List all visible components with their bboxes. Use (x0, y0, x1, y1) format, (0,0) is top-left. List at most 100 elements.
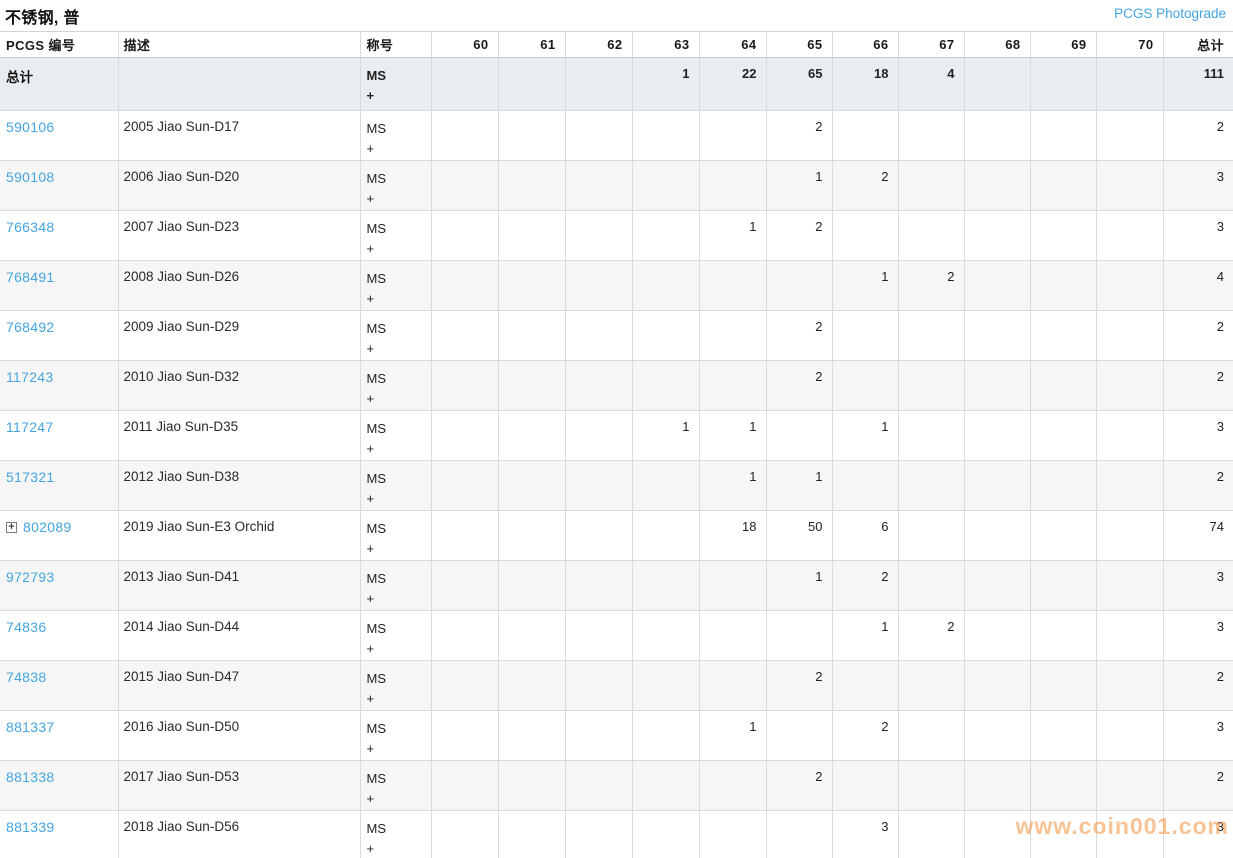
grade-66-cell (831, 210, 898, 261)
pcgs-number-link[interactable]: 117247 (6, 419, 54, 435)
grade-61-cell (497, 610, 565, 661)
pcgs-number-link[interactable]: 590106 (6, 119, 55, 135)
grade-68-cell (963, 560, 1030, 611)
grade-65-cell (765, 810, 832, 858)
grade-61-cell (497, 210, 565, 261)
pcgs-number-link[interactable]: 766348 (6, 219, 55, 235)
table-row: 881339 2018 Jiao Sun-D56 MS + 3 3 (0, 810, 1233, 858)
grade-65-cell (765, 610, 832, 661)
designation-cell: MS + (359, 810, 431, 858)
row-total-cell: 3 (1162, 710, 1233, 761)
grade-64-cell: 18 (698, 510, 766, 561)
grade-63-cell (631, 510, 699, 561)
grade-70-cell (1095, 210, 1163, 261)
col-header-designation: 称号 (359, 31, 431, 58)
grade-67-cell (897, 710, 964, 761)
grade-67-cell (897, 110, 964, 161)
grade-62-cell (564, 710, 632, 761)
header-row: PCGS 编号 描述 称号 60 61 62 63 64 65 66 67 68… (0, 31, 1233, 58)
pcgs-number-cell: 117247 (0, 410, 118, 461)
pcgs-number-link[interactable]: 768491 (6, 269, 55, 285)
grade-69-cell (1029, 110, 1096, 161)
grade-63-cell: 1 (631, 410, 699, 461)
grade-70-cell (1095, 560, 1163, 611)
pcgs-number-link[interactable]: 881338 (6, 769, 55, 785)
pcgs-number-link[interactable]: 881337 (6, 719, 55, 735)
designation-cell: MS + (359, 160, 431, 211)
grade-61-cell (497, 260, 565, 311)
grade-65-cell: 2 (765, 760, 832, 811)
col-header-grade-61: 61 (497, 31, 565, 58)
pcgs-number-link[interactable]: 517321 (6, 469, 55, 485)
total-row-description (117, 57, 360, 111)
grade-65-cell: 2 (765, 310, 832, 361)
grade-63-cell (631, 560, 699, 611)
grade-70-cell (1095, 760, 1163, 811)
total-row-label: 总计 (0, 57, 118, 111)
grade-63-cell (631, 210, 699, 261)
grade-67-cell (897, 660, 964, 711)
grade-69-cell (1029, 610, 1096, 661)
pcgs-number-link[interactable]: 881339 (6, 819, 55, 835)
pcgs-number-cell: 74838 (0, 660, 118, 711)
grade-70-cell (1095, 510, 1163, 561)
grade-63-cell (631, 660, 699, 711)
designation-cell: MS + (359, 360, 431, 411)
grade-68-cell (963, 710, 1030, 761)
table-row: +802089 2019 Jiao Sun-E3 Orchid MS + 18 … (0, 510, 1233, 561)
description-cell: 2008 Jiao Sun-D26 (117, 260, 360, 311)
grade-66-cell: 2 (831, 160, 898, 211)
pcgs-number-cell: 590106 (0, 110, 118, 161)
pcgs-number-link[interactable]: 74836 (6, 619, 47, 635)
grade-66-cell: 1 (831, 260, 898, 311)
col-header-grade-64: 64 (698, 31, 766, 58)
grade-69-cell (1029, 260, 1096, 311)
pcgs-number-cell: 766348 (0, 210, 118, 261)
row-total-cell: 2 (1162, 360, 1233, 411)
col-header-grade-69: 69 (1029, 31, 1096, 58)
expand-icon[interactable]: + (6, 522, 17, 533)
grade-68-cell (963, 660, 1030, 711)
total-grade-63: 1 (631, 57, 699, 111)
grade-69-cell (1029, 410, 1096, 461)
pcgs-number-link[interactable]: 117243 (6, 369, 54, 385)
grade-65-cell: 1 (765, 460, 832, 511)
table-row: 117243 2010 Jiao Sun-D32 MS + 2 2 (0, 360, 1233, 411)
grade-63-cell (631, 160, 699, 211)
grade-61-cell (497, 310, 565, 361)
row-total-cell: 3 (1162, 810, 1233, 858)
grade-63-cell (631, 610, 699, 661)
grade-69-cell (1029, 210, 1096, 261)
grade-65-cell: 2 (765, 660, 832, 711)
grade-60-cell (430, 510, 498, 561)
col-header-grade-60: 60 (430, 31, 498, 58)
table-row: 117247 2011 Jiao Sun-D35 MS + 1 1 1 3 (0, 410, 1233, 461)
table-row: 972793 2013 Jiao Sun-D41 MS + 1 2 3 (0, 560, 1233, 611)
total-grade-65: 65 (765, 57, 832, 111)
total-grade-70 (1095, 57, 1163, 111)
designation-cell: MS + (359, 610, 431, 661)
grade-63-cell (631, 310, 699, 361)
grade-66-cell: 2 (831, 710, 898, 761)
col-header-grade-68: 68 (963, 31, 1030, 58)
pcgs-number-link[interactable]: 590108 (6, 169, 55, 185)
pcgs-number-link[interactable]: 768492 (6, 319, 55, 335)
pcgs-number-link[interactable]: 972793 (6, 569, 55, 585)
grade-69-cell (1029, 460, 1096, 511)
designation-cell: MS + (359, 710, 431, 761)
table-row: 881337 2016 Jiao Sun-D50 MS + 1 2 3 (0, 710, 1233, 761)
grade-70-cell (1095, 260, 1163, 311)
designation-cell: MS + (359, 210, 431, 261)
grade-68-cell (963, 160, 1030, 211)
grade-64-cell: 1 (698, 410, 766, 461)
pcgs-number-link[interactable]: 74838 (6, 669, 47, 685)
grade-65-cell: 50 (765, 510, 832, 561)
grade-67-cell (897, 760, 964, 811)
grade-62-cell (564, 210, 632, 261)
grade-68-cell (963, 210, 1030, 261)
pcgs-number-link[interactable]: 802089 (23, 519, 72, 535)
total-grade-64: 22 (698, 57, 766, 111)
grade-62-cell (564, 810, 632, 858)
photograde-link[interactable]: PCGS Photograde (1114, 6, 1226, 21)
grade-67-cell (897, 310, 964, 361)
